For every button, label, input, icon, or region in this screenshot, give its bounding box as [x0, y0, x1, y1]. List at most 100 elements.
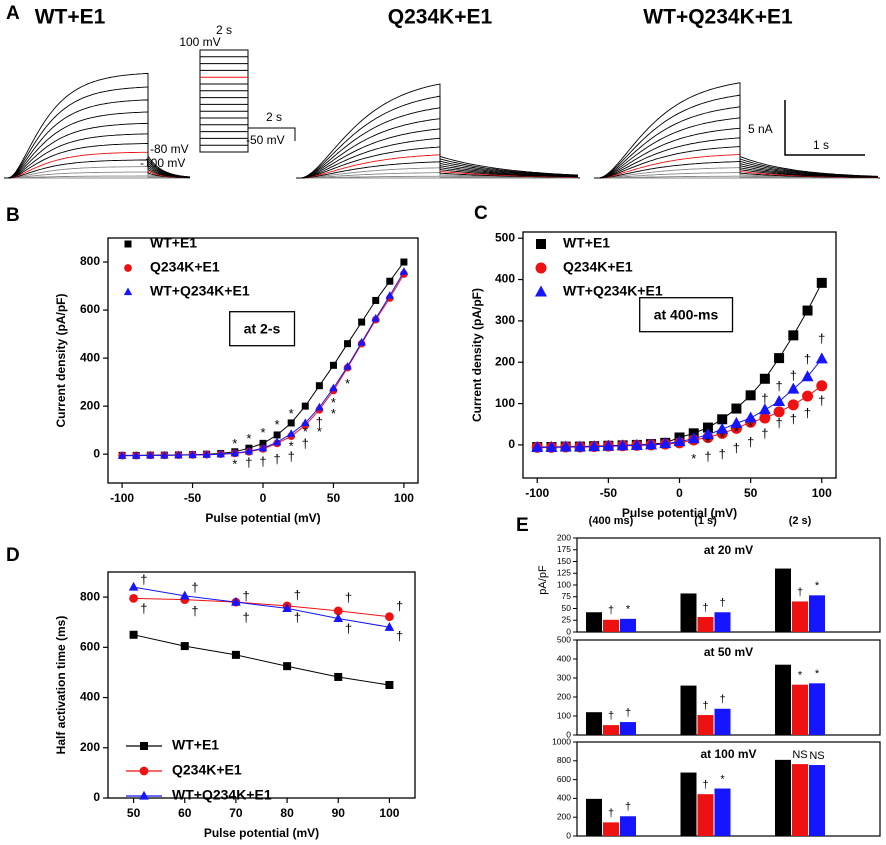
bar: [620, 816, 636, 836]
scale-label: 5 nA: [748, 122, 773, 136]
trace-title: Q234K+E1: [388, 6, 493, 29]
current-trace: [7, 72, 191, 179]
marker: [231, 596, 241, 606]
y-tick-label: 100: [557, 710, 571, 720]
marker: [358, 318, 366, 326]
legend-label: WT+Q234K+E1: [150, 283, 250, 299]
significance-mark: *: [289, 438, 294, 453]
significance-mark: †: [790, 412, 797, 427]
y-tick-label: 300: [495, 313, 515, 327]
significance-mark: †: [345, 621, 352, 636]
significance-mark: *: [260, 425, 265, 440]
current-trace: [299, 107, 579, 179]
significance-mark: †: [704, 449, 711, 464]
y-tick-label: 800: [557, 755, 571, 765]
x-tick-label: 80: [280, 806, 294, 820]
marker: [315, 382, 323, 390]
significance-mark: †: [625, 707, 631, 719]
marker: [301, 402, 309, 410]
x-tick-label: 0: [260, 491, 267, 505]
voltage-protocol: [199, 49, 296, 153]
legend-label: Q234K+E1: [150, 259, 220, 275]
marker: [645, 438, 658, 450]
current-trace: [597, 106, 878, 179]
significance-mark: *: [232, 456, 237, 471]
significance-mark: †: [259, 454, 266, 469]
significance-mark: †: [804, 352, 811, 367]
y-tick-label: 800: [80, 589, 100, 603]
significance-mark: †: [191, 604, 198, 619]
marker: [385, 291, 395, 299]
marker: [788, 330, 799, 341]
marker: [774, 353, 785, 364]
y-tick-label: 600: [80, 640, 100, 654]
bar: [603, 822, 619, 836]
subplot-title: at 100 mV: [700, 747, 756, 761]
significance-mark: †: [719, 597, 725, 609]
y-tick-label: 300: [557, 672, 571, 682]
marker: [333, 613, 344, 623]
marker: [531, 440, 544, 452]
current-trace: [300, 172, 578, 179]
marker: [588, 440, 601, 452]
current-trace: [597, 94, 879, 179]
significance-mark: *: [705, 434, 710, 449]
y-tick-label: 100: [557, 579, 571, 589]
inset-label: at 2-s: [244, 321, 281, 337]
y-tick-label: 25: [562, 615, 572, 625]
y-tick-label: 200: [557, 532, 571, 542]
legend-marker: [140, 742, 148, 750]
protocol-label: -80 mV: [150, 142, 189, 156]
y-tick-label: 0: [566, 626, 571, 636]
significance-mark: †: [294, 587, 301, 602]
category-label: (1 s): [694, 515, 717, 527]
bar: [680, 772, 697, 836]
significance-mark: *: [734, 424, 739, 439]
y-tick-label: 0: [566, 830, 571, 840]
marker: [371, 313, 380, 322]
current-trace: [597, 82, 879, 179]
marker: [758, 403, 771, 415]
bar: [775, 759, 791, 836]
marker: [273, 431, 281, 439]
bar: [680, 685, 697, 735]
significance-mark: †: [273, 452, 280, 467]
legend-label: Q234K+E1: [172, 762, 242, 778]
marker: [128, 581, 139, 591]
legend-marker: [535, 285, 547, 297]
marker: [179, 590, 190, 600]
significance-mark: †: [345, 590, 352, 605]
y-tick-label: 150: [557, 556, 571, 566]
significance-mark: †: [790, 368, 797, 383]
significance-mark: *: [246, 431, 251, 446]
legend-marker: [535, 262, 547, 274]
series-line: [133, 634, 390, 686]
y-tick-label: 600: [80, 302, 100, 316]
marker: [329, 383, 338, 392]
x-tick-label: 50: [744, 486, 758, 500]
significance-mark: †: [288, 449, 295, 464]
legend-marker: [123, 287, 133, 296]
marker: [702, 422, 713, 433]
marker: [372, 296, 380, 304]
bar: [809, 765, 825, 836]
inset-box: [229, 311, 296, 347]
marker: [259, 439, 267, 447]
marker: [802, 305, 813, 316]
marker: [146, 450, 155, 459]
inset-label: at 400-ms: [654, 307, 719, 323]
marker: [287, 419, 295, 427]
legend-marker: [139, 790, 149, 800]
subplot-title: at 50 mV: [704, 645, 753, 659]
marker: [687, 432, 700, 444]
x-tick-label: 50: [127, 806, 141, 820]
marker: [602, 439, 615, 451]
marker: [131, 451, 141, 459]
panel-label: D: [6, 545, 20, 566]
significance-mark: *: [798, 670, 803, 682]
marker: [258, 443, 268, 452]
current-trace: [597, 137, 879, 179]
bar: [714, 708, 731, 735]
bar: [620, 722, 636, 735]
y-tick-label: 175: [557, 544, 571, 554]
